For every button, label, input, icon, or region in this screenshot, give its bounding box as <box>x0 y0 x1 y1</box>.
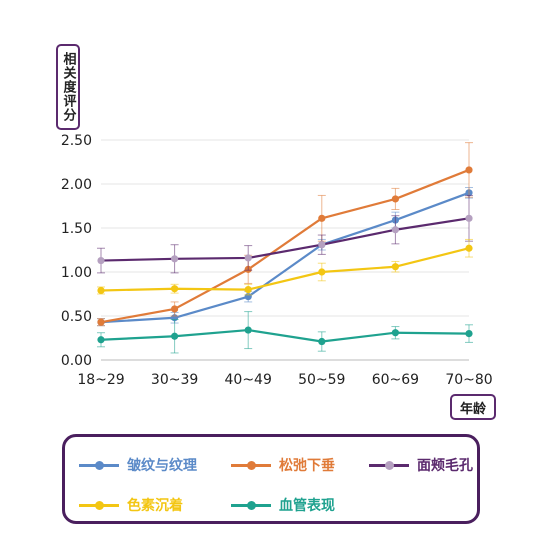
legend-swatch <box>231 500 271 510</box>
legend-label: 色素沉着 <box>127 498 183 514</box>
y-tick-label: 0.00 <box>61 353 92 369</box>
y-tick-label: 0.50 <box>61 309 92 325</box>
grid <box>101 139 469 361</box>
series-line <box>100 191 470 324</box>
data-point <box>391 226 399 234</box>
legend-swatch <box>231 460 271 470</box>
y-tick-label: 1.50 <box>61 221 92 237</box>
legend-item-vascular: 血管表现 <box>231 495 335 515</box>
legend-item-wrinkles: 皱纹与纹理 <box>79 455 197 475</box>
legend-swatch <box>369 460 409 470</box>
series-2 <box>97 194 473 274</box>
series-line <box>100 168 470 324</box>
legend-item-pigmentation: 色素沉着 <box>79 495 183 515</box>
data-point <box>244 254 252 262</box>
legend-swatch <box>79 500 119 510</box>
data-point <box>465 330 473 338</box>
series-line <box>100 328 470 343</box>
axes: 0.00 0.50 1.00 1.50 2.00 2.50 18~29 30~39 40~49 5… <box>61 133 493 388</box>
data-point <box>318 241 326 249</box>
data-point <box>391 195 399 203</box>
x-tick-label: 40~49 <box>225 372 272 388</box>
y-tick-label: 1.00 <box>61 265 92 281</box>
data-point <box>318 214 326 222</box>
data-point <box>465 214 473 222</box>
series-line <box>100 217 470 262</box>
data-point <box>244 286 252 294</box>
data-point <box>97 256 105 265</box>
data-point <box>171 285 179 293</box>
data-point <box>171 255 179 263</box>
data-point <box>244 326 252 334</box>
data-point <box>391 329 399 337</box>
legend-label: 血管表现 <box>279 498 335 514</box>
data-point <box>465 244 473 252</box>
data-point <box>391 263 399 271</box>
series-line <box>100 247 470 292</box>
legend-label: 皱纹与纹理 <box>127 458 197 474</box>
series-layer <box>97 142 473 354</box>
data-point <box>171 305 179 313</box>
legend-label: 松弛下垂 <box>279 458 335 474</box>
legend-label: 面颊毛孔 <box>417 458 473 474</box>
data-point <box>97 286 105 295</box>
y-axis-label: 相关度评分 <box>56 44 80 130</box>
x-tick-label: 70~80 <box>445 372 492 388</box>
x-tick-label: 18~29 <box>77 372 124 388</box>
legend-item-pores: 面颊毛孔 <box>369 455 473 475</box>
x-axis-label: 年龄 <box>450 394 496 420</box>
data-point <box>171 332 179 340</box>
data-point <box>465 166 473 174</box>
series-4 <box>97 311 473 354</box>
x-tick-label: 60~69 <box>372 372 419 388</box>
data-point <box>318 268 326 276</box>
y-tick-label: 2.50 <box>61 133 92 149</box>
series-1 <box>97 142 473 327</box>
series-3 <box>97 238 473 296</box>
x-tick-label: 30~39 <box>151 372 198 388</box>
data-point <box>318 337 326 346</box>
legend-item-sagging: 松弛下垂 <box>231 455 335 475</box>
data-point <box>97 336 105 344</box>
legend-swatch <box>79 460 119 470</box>
y-tick-label: 2.00 <box>61 177 92 193</box>
legend: 皱纹与纹理 松弛下垂 面颊毛孔 色素沉着 血管表现 <box>62 434 480 524</box>
data-point <box>97 318 105 326</box>
series-0 <box>97 187 473 327</box>
x-tick-label: 50~59 <box>298 372 345 388</box>
